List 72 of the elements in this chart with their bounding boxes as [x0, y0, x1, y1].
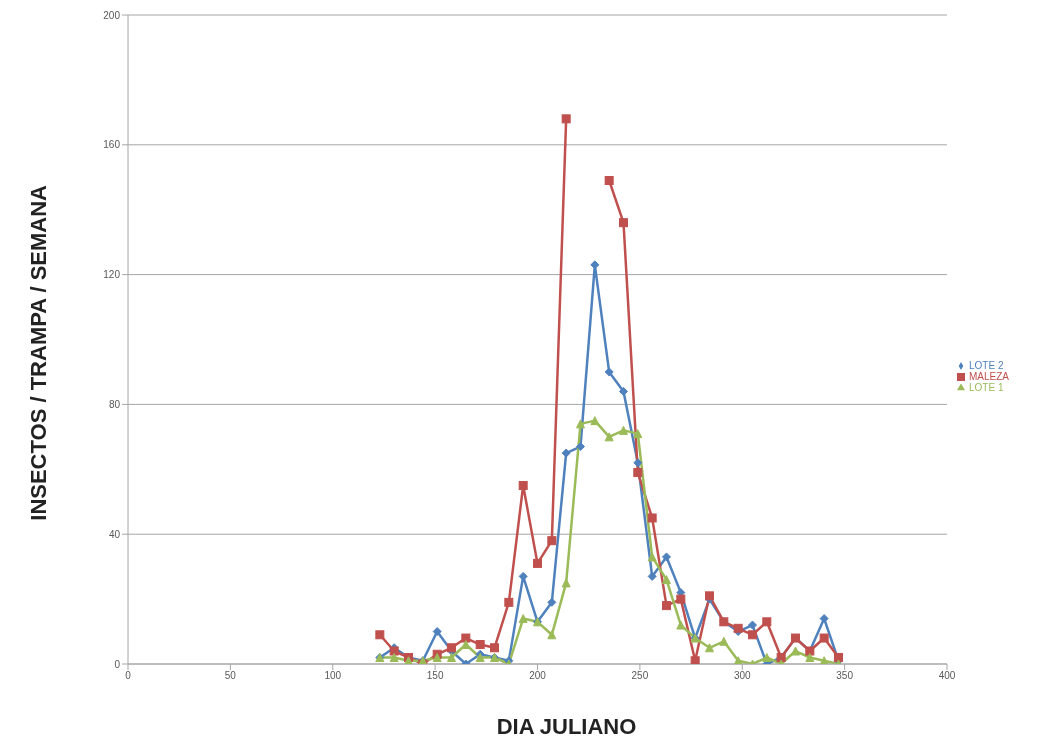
- point: [518, 614, 528, 624]
- point: [576, 442, 585, 452]
- point: [461, 640, 471, 650]
- y-tick-label: 0: [114, 658, 121, 670]
- point: [619, 386, 628, 396]
- point: [561, 114, 571, 124]
- y-axis-title: INSECTOS / TRAMPA / SEMANA: [26, 185, 52, 521]
- point: [375, 630, 385, 640]
- point: [747, 620, 757, 630]
- x-tick-label: 300: [733, 670, 752, 682]
- x-tick-label: 200: [529, 670, 547, 682]
- point: [690, 656, 700, 664]
- point: [647, 513, 657, 523]
- point: [633, 458, 643, 468]
- point: [619, 218, 628, 228]
- point: [819, 656, 829, 664]
- point: [604, 176, 614, 185]
- point: [733, 656, 743, 664]
- y-tick-label: 120: [103, 269, 121, 281]
- point: [475, 653, 485, 663]
- x-tick-label: 50: [224, 670, 237, 682]
- legend-label: LOTE 1: [969, 381, 1004, 393]
- point: [475, 640, 485, 650]
- point: [447, 653, 457, 663]
- point: [518, 481, 528, 491]
- point: [805, 653, 815, 663]
- y-tick-label: 80: [108, 398, 121, 410]
- point: [533, 558, 542, 568]
- x-tick-label: 0: [125, 670, 132, 682]
- point: [661, 601, 671, 611]
- y-tick-label: 160: [103, 139, 121, 151]
- y-tick-label: 40: [108, 528, 121, 540]
- point: [547, 536, 557, 546]
- point: [576, 419, 585, 429]
- point: [733, 623, 743, 633]
- point: [633, 468, 643, 478]
- point: [747, 630, 757, 640]
- point: [647, 571, 657, 581]
- point: [762, 653, 772, 663]
- x-tick-label: 250: [631, 670, 649, 682]
- point: [590, 416, 600, 426]
- point: [461, 633, 471, 643]
- point: [762, 617, 772, 627]
- x-tick-label: 350: [836, 670, 854, 682]
- point: [604, 367, 614, 377]
- x-tick-label: 150: [426, 670, 444, 682]
- point: [633, 429, 643, 439]
- point: [819, 614, 829, 624]
- point: [389, 653, 399, 663]
- point: [661, 575, 671, 585]
- point: [432, 627, 442, 637]
- point: [547, 630, 557, 640]
- point: [676, 620, 686, 630]
- legend-label: MALEZA: [969, 370, 1010, 382]
- x-tick-label: 400: [938, 670, 956, 682]
- y-tick-label: 200: [103, 9, 121, 21]
- point: [561, 448, 571, 458]
- point: [819, 633, 829, 643]
- point: [561, 578, 571, 588]
- point: [619, 425, 628, 435]
- point: [518, 571, 528, 581]
- point: [704, 643, 714, 653]
- point: [676, 594, 686, 604]
- point: [661, 552, 671, 562]
- point: [490, 643, 499, 653]
- point: [504, 597, 514, 607]
- x-tick-label: 100: [324, 670, 342, 682]
- legend-label: LOTE 2: [969, 359, 1004, 371]
- point: [432, 653, 442, 663]
- point: [604, 432, 614, 442]
- x-axis-title: DIA JULIANO: [495, 714, 638, 740]
- point: [719, 636, 729, 646]
